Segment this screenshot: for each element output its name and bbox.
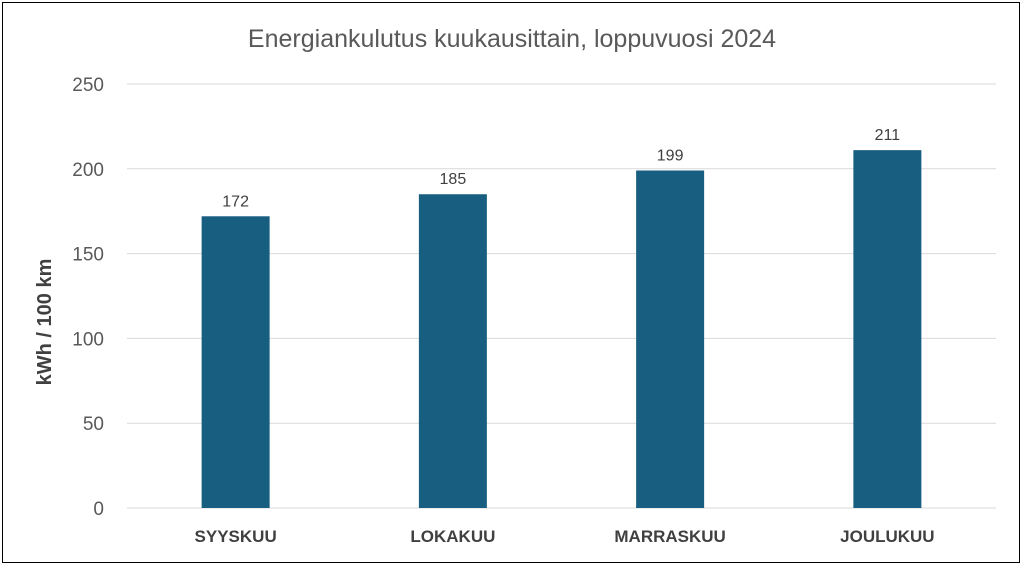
x-category-label: LOKAKUU	[410, 527, 495, 546]
bar-lokakuu	[418, 194, 487, 509]
y-axis-label: kWh / 100 km	[34, 259, 56, 386]
x-axis-categories: SYYSKUU LOKAKUU MARRASKUU JOULUKUU	[195, 527, 935, 546]
bar-marraskuu	[636, 170, 705, 508]
data-label: 172	[222, 193, 249, 210]
y-tick-label: 100	[72, 329, 104, 350]
bar-syyskuu	[201, 216, 270, 508]
y-tick-label: 150	[72, 245, 104, 266]
y-tick-label: 0	[93, 499, 104, 520]
y-axis-ticks: 0 50 100 150 200 250	[72, 75, 104, 520]
data-label: 199	[657, 147, 684, 164]
y-tick-label: 200	[72, 160, 104, 181]
bars	[201, 150, 922, 509]
data-label: 211	[875, 127, 901, 144]
gridlines	[127, 83, 996, 509]
y-tick-label: 50	[83, 414, 104, 435]
x-category-label: MARRASKUU	[614, 527, 725, 546]
y-tick-label: 250	[72, 75, 104, 96]
chart-title: Energiankulutus kuukausittain, loppuvuos…	[248, 25, 776, 53]
x-category-label: SYYSKUU	[195, 527, 277, 546]
data-labels: 172 185 199 211	[222, 127, 900, 210]
x-category-label: JOULUKUU	[840, 527, 934, 546]
bar-joulukuu	[853, 150, 922, 509]
data-label: 185	[440, 171, 467, 188]
